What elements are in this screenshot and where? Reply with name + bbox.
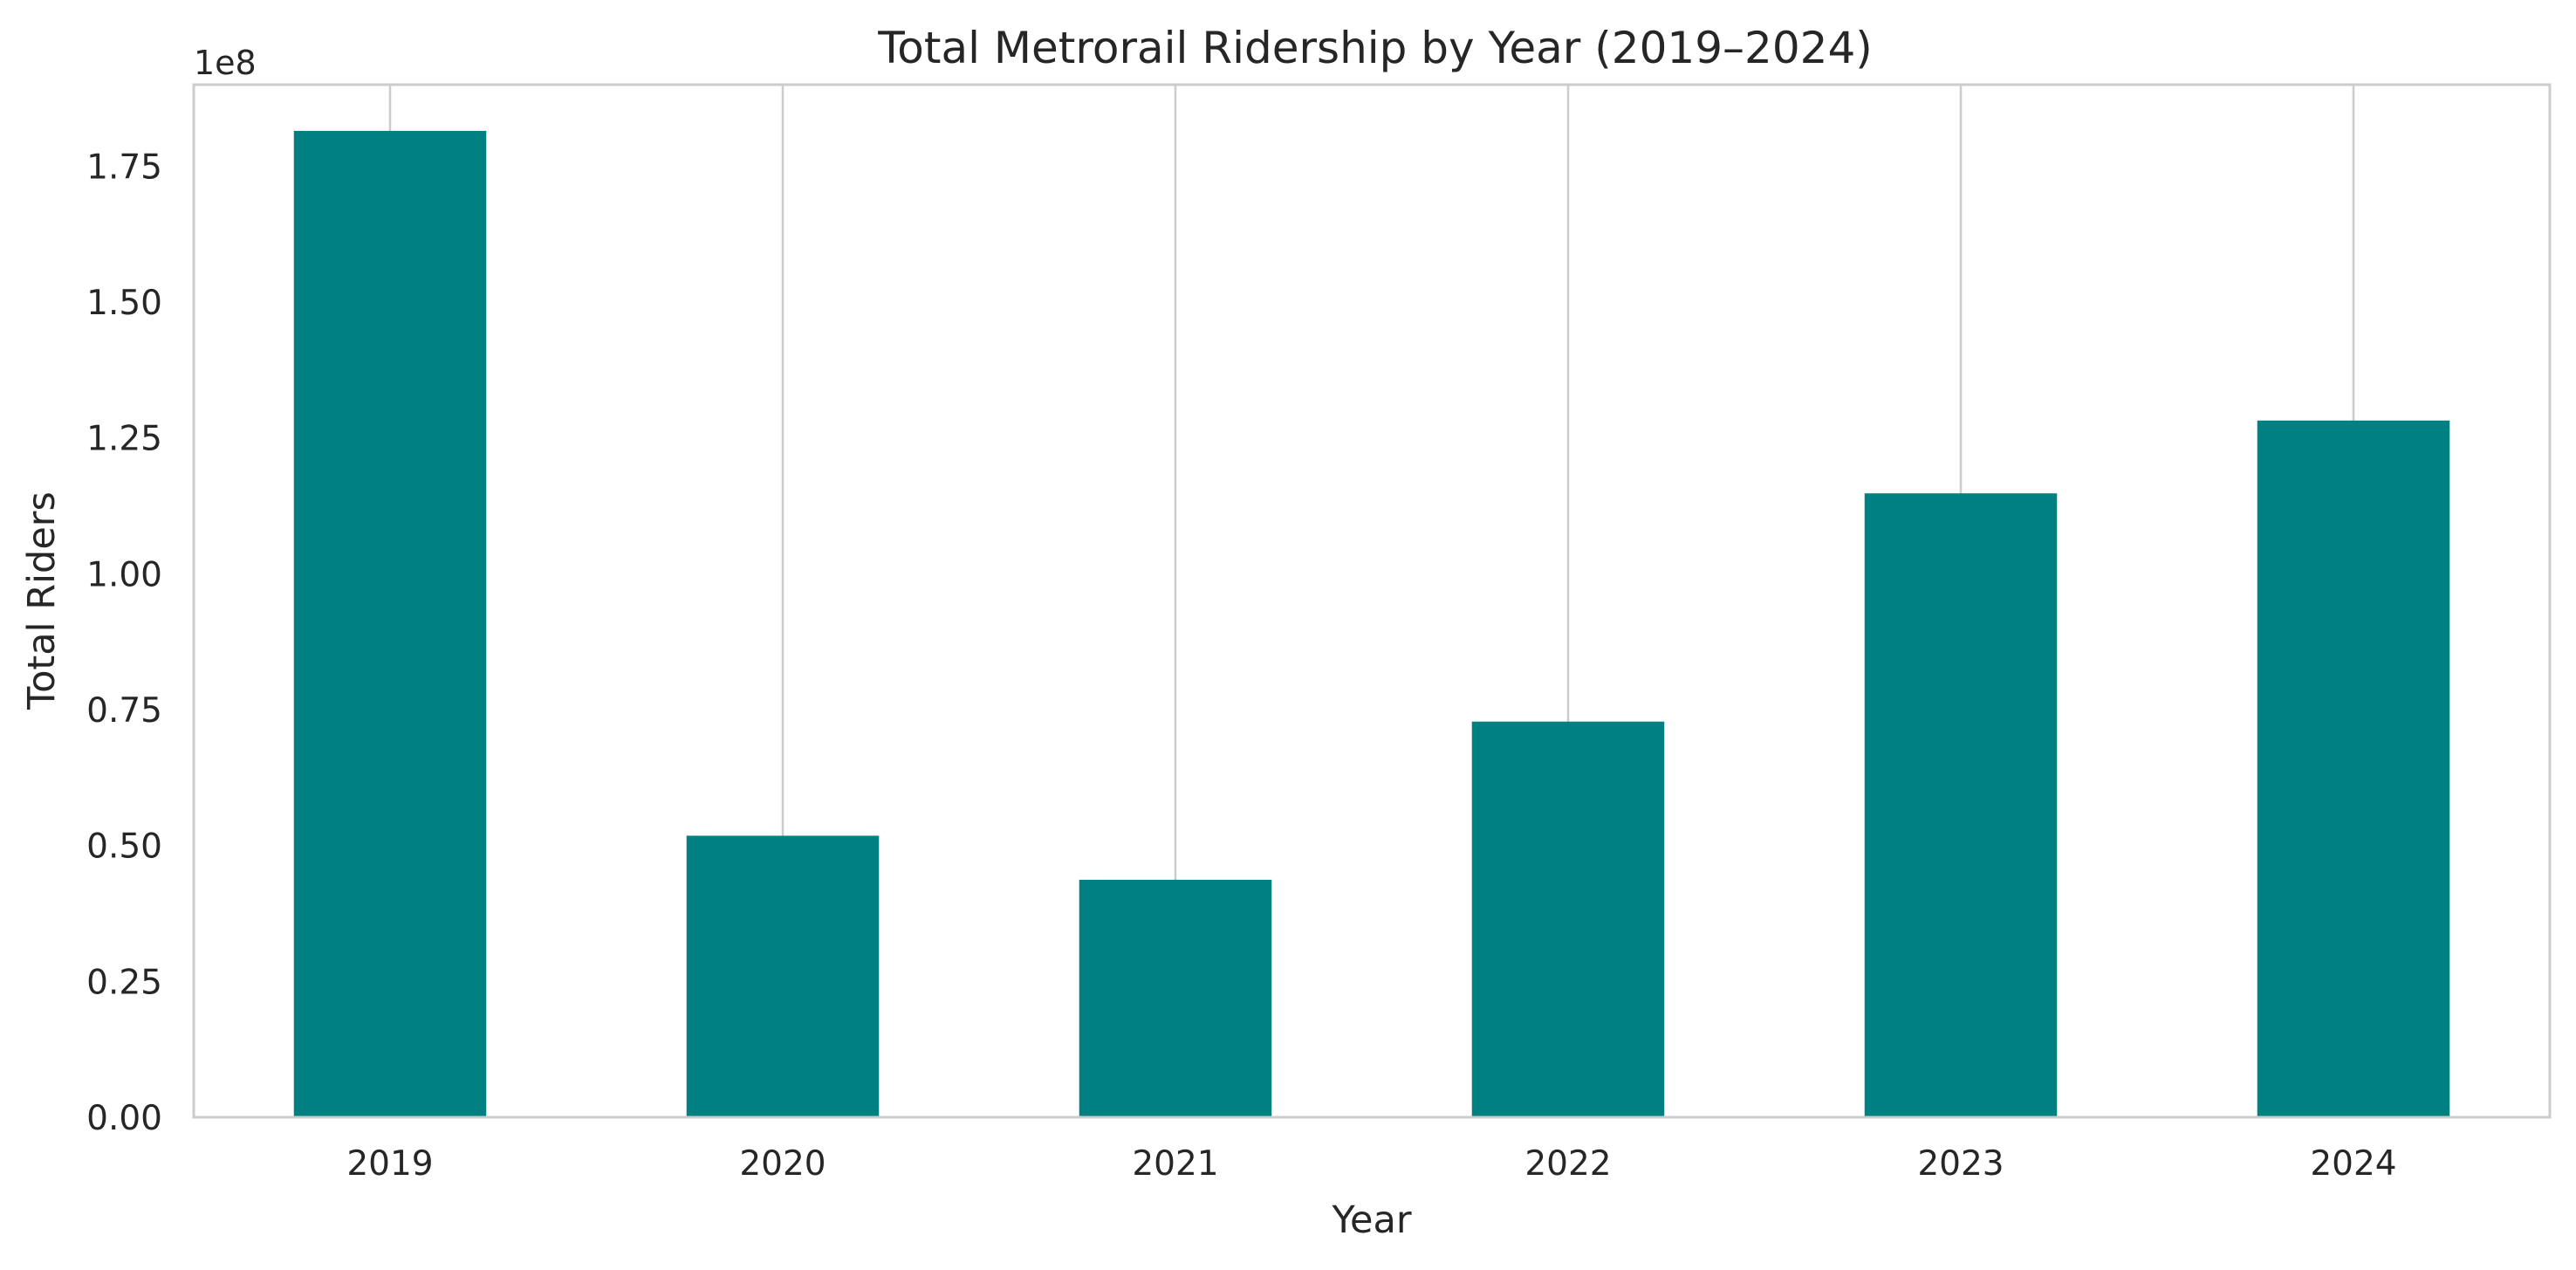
x-tick-label: 2019 bbox=[346, 1144, 433, 1184]
y-tick-label: 1.00 bbox=[86, 555, 162, 594]
x-axis-ticks: 2019 2020 2021 2022 2023 2024 bbox=[346, 1144, 2396, 1184]
bar-2023 bbox=[1864, 493, 2058, 1117]
y-axis-offset-label: 1e8 bbox=[194, 44, 257, 82]
x-axis-label: Year bbox=[1331, 1198, 1411, 1242]
bar-2024 bbox=[2257, 420, 2450, 1117]
bar-2020 bbox=[686, 835, 880, 1117]
x-tick-label: 2024 bbox=[2310, 1144, 2396, 1184]
y-tick-label: 0.50 bbox=[86, 827, 162, 867]
bars bbox=[293, 130, 2450, 1117]
x-gridlines bbox=[388, 85, 2355, 1117]
y-axis-label: Total Riders bbox=[20, 491, 64, 711]
bar-2022 bbox=[1471, 721, 1665, 1117]
y-tick-label: 0.00 bbox=[86, 1099, 162, 1138]
x-tick-label: 2020 bbox=[739, 1144, 826, 1184]
bar-2021 bbox=[1079, 879, 1272, 1117]
y-tick-label: 1.25 bbox=[86, 420, 162, 459]
x-tick-label: 2022 bbox=[1524, 1144, 1611, 1184]
y-tick-label: 0.25 bbox=[86, 963, 162, 1002]
y-axis-ticks: 0.00 0.25 0.50 0.75 1.00 1.25 1.50 1.75 bbox=[86, 148, 162, 1138]
plot-frame bbox=[192, 83, 2552, 1119]
bar-2019 bbox=[293, 130, 487, 1117]
y-tick-label: 1.75 bbox=[86, 148, 162, 187]
chart-title: Total Metrorail Ridership by Year (2019–… bbox=[877, 23, 1873, 73]
y-tick-label: 1.50 bbox=[86, 284, 162, 323]
y-tick-label: 0.75 bbox=[86, 691, 162, 731]
x-tick-label: 2023 bbox=[1917, 1144, 2004, 1184]
x-tick-label: 2021 bbox=[1132, 1144, 1218, 1184]
